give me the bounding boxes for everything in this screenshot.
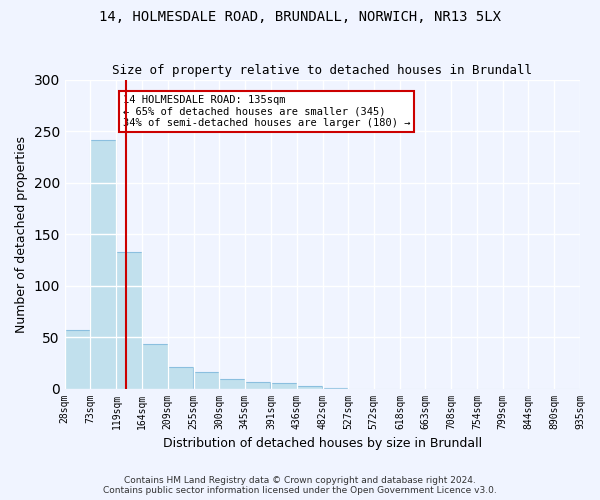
Bar [194, 372, 219, 388]
Bar [142, 344, 167, 389]
Text: Contains HM Land Registry data © Crown copyright and database right 2024.
Contai: Contains HM Land Registry data © Crown c… [103, 476, 497, 495]
Title: Size of property relative to detached houses in Brundall: Size of property relative to detached ho… [112, 64, 532, 77]
Bar [116, 252, 142, 388]
Bar [167, 367, 193, 388]
X-axis label: Distribution of detached houses by size in Brundall: Distribution of detached houses by size … [163, 437, 482, 450]
Text: 14, HOLMESDALE ROAD, BRUNDALL, NORWICH, NR13 5LX: 14, HOLMESDALE ROAD, BRUNDALL, NORWICH, … [99, 10, 501, 24]
Bar [271, 384, 296, 388]
Y-axis label: Number of detached properties: Number of detached properties [15, 136, 28, 332]
Text: 14 HOLMESDALE ROAD: 135sqm
← 65% of detached houses are smaller (345)
34% of sem: 14 HOLMESDALE ROAD: 135sqm ← 65% of deta… [123, 95, 410, 128]
Bar [219, 380, 245, 388]
Bar [91, 140, 116, 388]
Bar [296, 386, 322, 388]
Bar [65, 330, 91, 388]
Bar [245, 382, 271, 388]
